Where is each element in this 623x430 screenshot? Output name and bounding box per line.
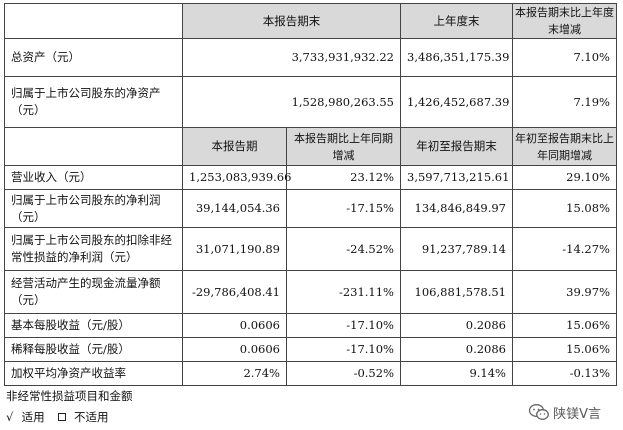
label-line: 经营活动产生的现金流量净额 xyxy=(11,276,161,290)
table2-header-ytd-change: 年初至报告期末比上 年同期增减 xyxy=(512,127,617,166)
table-row: 经营活动产生的现金流量净额 （元） -29,786,408.41 -231.11… xyxy=(4,270,617,314)
watermark: 陕镁V言 xyxy=(529,403,601,422)
row-label-weighted-roe: 加权平均净资产收益率 xyxy=(4,361,183,386)
label-line: （元） xyxy=(11,293,46,307)
header-line: 年初至报告期末比上 xyxy=(515,131,614,145)
option-applicable-label: 适用 xyxy=(21,410,45,424)
table2-header-blank xyxy=(4,127,183,166)
label-line: （元） xyxy=(11,103,46,117)
table-row: 归属于上市公司股东的扣除非经 常性损益的净利润（元） 31,071,190.89… xyxy=(4,227,617,271)
cell-value: 3,486,351,175.39 xyxy=(400,38,513,77)
table-row: 加权平均净资产收益率 2.74% -0.52% 9.14% -0.13% xyxy=(4,361,617,386)
applicability-options: √ 适用 不适用 xyxy=(6,409,108,425)
cell-value: -0.13% xyxy=(512,361,617,386)
cell-value: -0.52% xyxy=(286,361,401,386)
cell-value: -17.15% xyxy=(286,189,401,228)
label-line: （元） xyxy=(11,209,46,224)
cell-value: 15.06% xyxy=(512,313,617,338)
cell-value: 1,253,083,939.66 xyxy=(182,165,291,190)
cell-value: 0.0606 xyxy=(182,313,287,338)
cell-value: 3,733,931,932.22 xyxy=(182,38,401,77)
watermark-text: 陕镁V言 xyxy=(553,407,601,422)
header-line: 增减 xyxy=(332,148,355,162)
table-row: 稀释每股收益（元/股） 0.0606 -17.10% 0.2086 15.06% xyxy=(4,337,617,362)
table2-header-period: 本报告期 xyxy=(182,127,287,166)
cell-value: 29.10% xyxy=(512,165,617,190)
table-row: 基本每股收益（元/股） 0.0606 -17.10% 0.2086 15.06% xyxy=(4,313,617,338)
row-label-total-assets: 总资产（元） xyxy=(4,38,183,77)
cell-value: 2.74% xyxy=(182,361,287,386)
cell-value: -17.10% xyxy=(286,313,401,338)
table2-header-period-change: 本报告期比上年同期 增减 xyxy=(286,127,401,166)
label-line: 归属于上市公司股东的净利润 xyxy=(11,192,161,207)
row-label-net-profit: 归属于上市公司股东的净利润 （元） xyxy=(4,189,183,228)
cell-value: -14.27% xyxy=(512,227,617,271)
label-line: 归属于上市公司股东的扣除非经 xyxy=(11,233,172,247)
cell-value: 1,528,980,263.55 xyxy=(182,76,401,128)
table-row: 总资产（元） 3,733,931,932.22 3,486,351,175.39… xyxy=(4,38,617,77)
table1-header-prior-year-end: 上年度末 xyxy=(400,3,513,39)
cell-value: -24.52% xyxy=(286,227,401,271)
table1-header-blank xyxy=(4,3,183,39)
cell-value: 7.10% xyxy=(512,38,617,77)
row-label-revenue: 营业收入（元） xyxy=(4,165,183,190)
cell-value: 106,881,578.51 xyxy=(400,270,513,314)
cell-value: 39,144,054.36 xyxy=(182,189,287,228)
table-row: 归属于上市公司股东的净资产 （元） 1,528,980,263.55 1,426… xyxy=(4,76,617,128)
empty-checkbox-icon xyxy=(58,413,67,421)
cell-value: 91,237,789.14 xyxy=(400,227,513,271)
cell-value: 31,071,190.89 xyxy=(182,227,287,271)
financial-table-container: 本报告期末 上年度末 本报告期末比上年度末增减 总资产（元） 3,733,931… xyxy=(4,3,617,386)
header-line: 本报告期比上年同期 xyxy=(294,131,393,145)
cell-value: 15.06% xyxy=(512,337,617,362)
cell-value: 134,846,849.97 xyxy=(400,189,513,228)
table2-header-ytd: 年初至报告期末 xyxy=(400,127,513,166)
table1-header-period-end: 本报告期末 xyxy=(182,3,401,39)
cell-value: 1,426,452,687.39 xyxy=(400,76,513,128)
note-non-recurring: 非经常性损益项目和金额 xyxy=(6,389,133,403)
row-label-net-profit-deducted: 归属于上市公司股东的扣除非经 常性损益的净利润（元） xyxy=(4,227,183,271)
table1-header-row: 本报告期末 上年度末 本报告期末比上年度末增减 xyxy=(4,3,617,39)
cell-value: 39.97% xyxy=(512,270,617,314)
row-label-operating-cash-flow: 经营活动产生的现金流量净额 （元） xyxy=(4,270,183,314)
cell-value: 0.0606 xyxy=(182,337,287,362)
table1-header-change: 本报告期末比上年度末增减 xyxy=(512,3,617,39)
table-row: 营业收入（元） 1,253,083,939.66 23.12% 3,597,71… xyxy=(4,165,617,190)
cell-value: 0.2086 xyxy=(400,337,513,362)
row-label-basic-eps: 基本每股收益（元/股） xyxy=(4,313,183,338)
cell-value: 15.08% xyxy=(512,189,617,228)
cell-value: -17.10% xyxy=(286,337,401,362)
wechat-icon xyxy=(529,404,550,421)
cell-value: 23.12% xyxy=(286,165,401,190)
label-line: 常性损益的净利润（元） xyxy=(11,250,138,264)
cell-value: 3,597,713,215.61 xyxy=(400,165,513,190)
financial-data-table: 本报告期末 上年度末 本报告期末比上年度末增减 总资产（元） 3,733,931… xyxy=(4,3,617,386)
row-label-diluted-eps: 稀释每股收益（元/股） xyxy=(4,337,183,362)
cell-value: 7.19% xyxy=(512,76,617,128)
header-line: 年同期增减 xyxy=(537,148,592,162)
table2-header-row: 本报告期 本报告期比上年同期 增减 年初至报告期末 年初至报告期末比上 年同期增… xyxy=(4,127,617,166)
cell-value: -231.11% xyxy=(286,270,401,314)
table-row: 归属于上市公司股东的净利润 （元） 39,144,054.36 -17.15% … xyxy=(4,189,617,228)
row-label-net-assets: 归属于上市公司股东的净资产 （元） xyxy=(4,76,183,128)
check-mark-icon: √ xyxy=(6,410,14,424)
cell-value: 9.14% xyxy=(400,361,513,386)
cell-value: -29,786,408.41 xyxy=(182,270,287,314)
cell-value: 0.2086 xyxy=(400,313,513,338)
option-not-applicable-label: 不适用 xyxy=(73,410,109,424)
label-line: 归属于上市公司股东的净资产 xyxy=(11,86,161,100)
